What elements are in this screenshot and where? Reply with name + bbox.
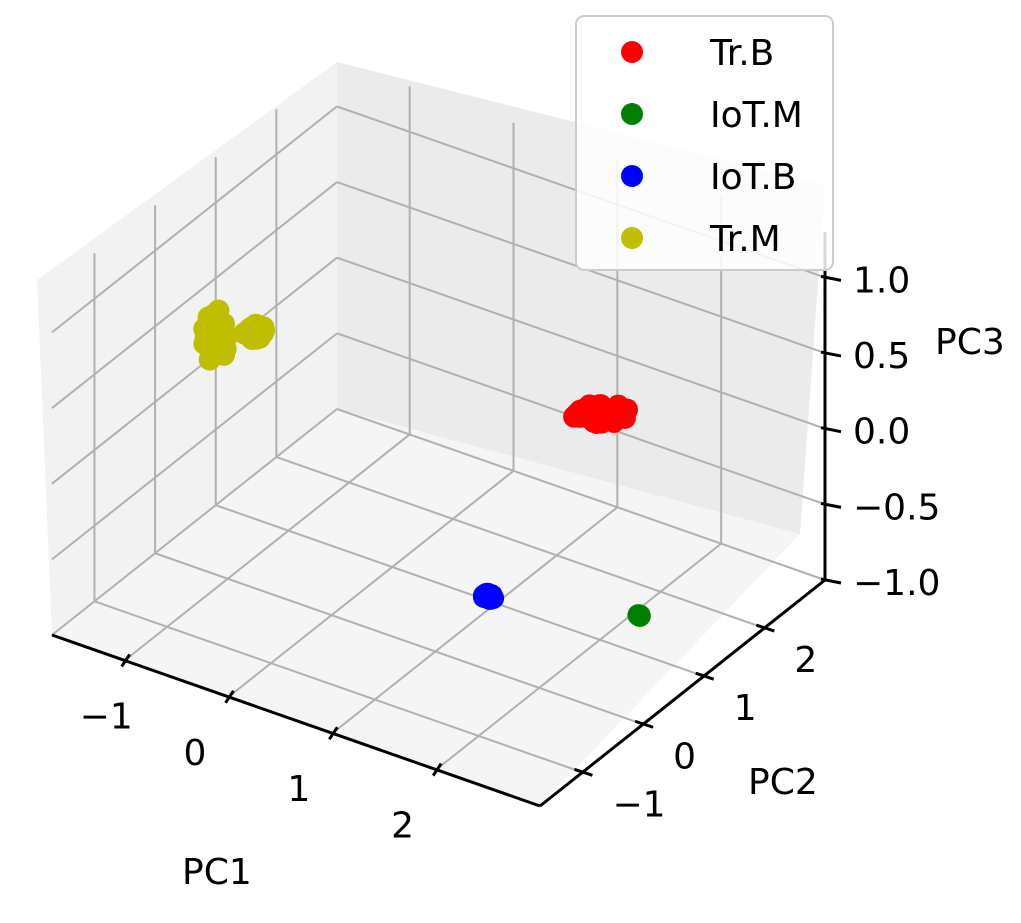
- data-point-tr-m: [197, 306, 220, 329]
- grid-line-z-side: [51, 105, 338, 334]
- data-point-tr-m: [240, 325, 263, 348]
- legend-label-tr-m: Tr.M: [709, 219, 781, 260]
- data-point-iot-m: [628, 604, 651, 627]
- z-tick-label: −0.5: [853, 487, 940, 528]
- grid-line-y-floor: [215, 504, 705, 678]
- z-tick: [820, 350, 842, 358]
- y-tick: [755, 623, 775, 633]
- x-tick-label: −1: [80, 696, 133, 737]
- z-tick: [820, 274, 842, 282]
- legend-marker-tr-b: [621, 41, 643, 63]
- legend-label-tr-b: Tr.B: [709, 33, 774, 74]
- grid-line-x-floor: [331, 506, 618, 735]
- grid-line-z-back: [336, 408, 826, 581]
- grid-line-x-floor: [435, 542, 722, 771]
- data-point-tr-b: [585, 411, 608, 434]
- x-tick: [328, 726, 339, 741]
- y-tick: [634, 719, 654, 729]
- x-tick-label: 1: [287, 769, 310, 810]
- grid-line-y-floor: [276, 456, 765, 630]
- data-point-tr-m: [213, 343, 236, 366]
- y-axis-label: PC2: [748, 762, 818, 803]
- data-point-tr-m: [213, 322, 236, 345]
- y-tick-label: 0: [673, 736, 696, 777]
- x-axis-line: [51, 633, 541, 808]
- grid-line-x-floor: [124, 433, 411, 662]
- legend-marker-iot-m: [621, 103, 643, 125]
- grid-line-z-side: [51, 332, 338, 561]
- grid-line-y-floor: [94, 600, 583, 774]
- z-tick-label: 0.0: [853, 412, 910, 453]
- z-tick-label: −1.0: [853, 563, 940, 604]
- x-tick-label: 2: [391, 806, 414, 847]
- legend: Tr.B IoT.M IoT.B Tr.M: [575, 15, 834, 271]
- y-tick-label: −1: [612, 784, 665, 825]
- pane-back-left: [37, 62, 337, 635]
- z-tick: [820, 577, 842, 585]
- z-tick: [820, 501, 842, 509]
- x-axis-label: PC1: [182, 852, 252, 893]
- y-tick: [573, 767, 593, 777]
- axes: [51, 232, 827, 808]
- x-tick: [224, 690, 235, 704]
- legend-label-iot-m: IoT.M: [710, 95, 803, 136]
- y-axis-line: [539, 578, 826, 808]
- data-point-tr-b: [578, 394, 601, 417]
- x-tick-label: 0: [184, 733, 207, 774]
- legend-label-iot-b: IoT.B: [710, 157, 797, 198]
- grid-line-z-side: [51, 408, 338, 636]
- x-tick: [431, 762, 443, 777]
- legend-frame: [575, 15, 834, 271]
- y-tick-label: 2: [794, 640, 817, 681]
- grid-line-z-side: [51, 256, 338, 485]
- z-tick-label: 1.0: [853, 260, 910, 301]
- grid-line-z-side: [51, 181, 338, 409]
- pane-floor: [52, 409, 800, 806]
- grid-line-y-floor: [154, 552, 644, 726]
- x-tick: [120, 653, 131, 668]
- data-points: [193, 299, 651, 627]
- z-axis-label: PC3: [935, 322, 1005, 363]
- legend-marker-tr-m: [621, 227, 643, 249]
- legend-marker-iot-b: [621, 165, 643, 187]
- grid-line-x-floor: [227, 470, 515, 698]
- z-tick-label: 0.5: [853, 336, 910, 377]
- z-tick: [820, 426, 842, 434]
- y-tick-label: 1: [734, 688, 757, 729]
- grid-lines: [51, 86, 826, 774]
- data-point-tr-b: [613, 398, 636, 421]
- y-tick: [695, 671, 715, 681]
- grid-line-z-back: [336, 256, 826, 430]
- data-point-iot-b: [477, 587, 500, 610]
